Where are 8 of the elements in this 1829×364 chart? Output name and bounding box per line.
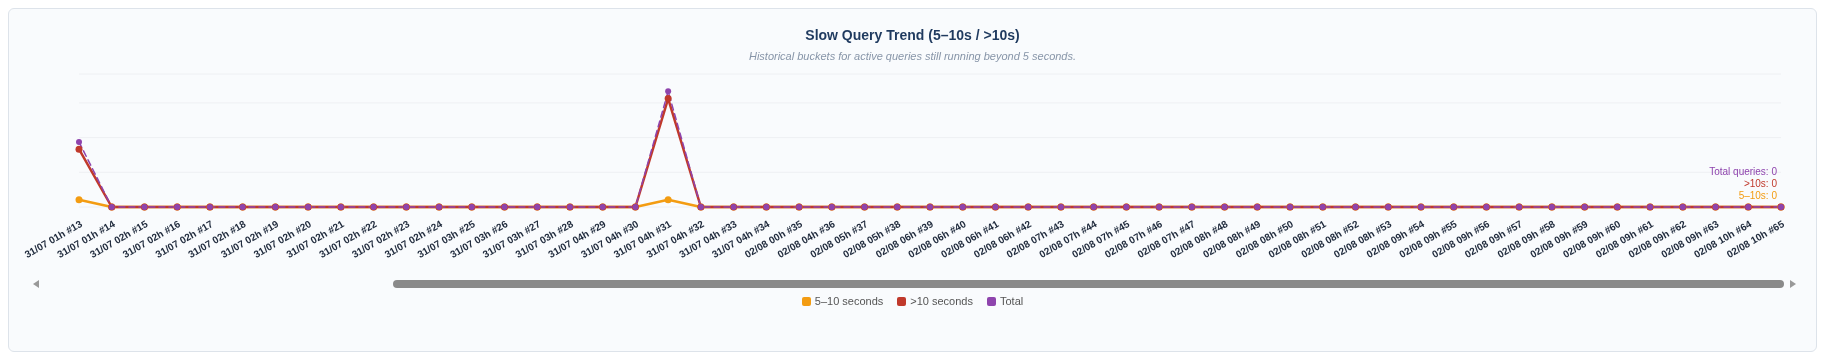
annotation: Total queries: 0	[1709, 166, 1778, 177]
annotation: 5–10s: 0	[1738, 190, 1778, 201]
legend-label: 5–10 seconds	[813, 295, 884, 307]
chart-subtitle: Historical buckets for active queries still running beyond 5 seconds.	[747, 50, 1078, 62]
legend-label: >10 seconds	[909, 295, 973, 307]
legend-label: Total	[998, 295, 1024, 307]
chart-title: Slow Query Trend (5–10s / >10s)	[804, 27, 1021, 43]
annotation: >10s: 0	[1743, 178, 1778, 189]
